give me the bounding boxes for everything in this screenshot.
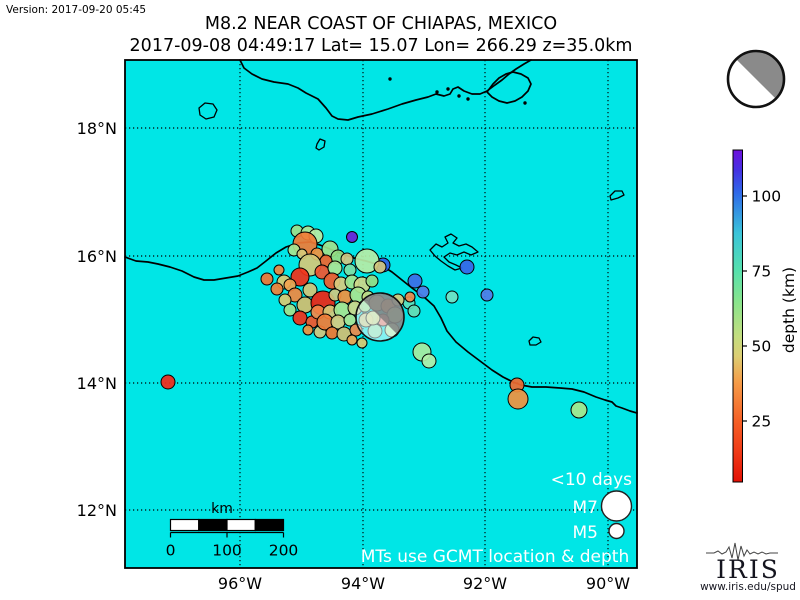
iris-logo-url: www.iris.edu/spud: [700, 581, 796, 593]
earthquake-marker: [273, 264, 285, 276]
islet-dot: [446, 87, 450, 91]
beachball-outline: [726, 49, 786, 109]
islet-dot: [466, 97, 470, 101]
islet-dot: [435, 90, 439, 94]
scalebar-unit-label: km: [211, 501, 233, 517]
earthquake-marker: [292, 310, 308, 326]
earthquake-marker: [302, 282, 318, 298]
earthquake-marker: [365, 274, 379, 288]
colorbar-tick-label: 25: [752, 413, 772, 431]
beachball-outline: [355, 292, 405, 342]
earthquake-marker: [507, 388, 529, 410]
earthquake-marker: [373, 260, 387, 274]
islet-dot: [457, 94, 461, 98]
legend-recent-label: <10 days: [551, 470, 633, 490]
earthquake-marker: [260, 272, 274, 286]
earthquake-marker: [459, 259, 475, 275]
lake-outline: [528, 336, 542, 346]
earthquake-marker: [356, 337, 368, 349]
earthquake-marker: [445, 290, 459, 304]
x-axis-tick-label: 90°W: [586, 574, 630, 593]
x-axis-tick-label: 92°W: [463, 574, 507, 593]
islet-dot: [523, 101, 527, 105]
distance-scalebar: km 0 100 200: [166, 501, 299, 560]
legend-m5-label: M5: [573, 523, 598, 543]
map-border: [124, 59, 638, 569]
legend-m5-circle: [608, 522, 625, 540]
earthquake-marker: [325, 326, 339, 340]
islet-dot: [388, 77, 392, 81]
earthquake-marker: [570, 401, 588, 419]
iris-logo: IRIS www.iris.edu/spud: [700, 542, 796, 593]
colorbar-tick-label: 50: [752, 338, 772, 356]
earthquake-marker: [404, 291, 416, 303]
legend-gcmt-note: MTs use GCMT location & depth: [361, 547, 630, 567]
scalebar-segment: [198, 518, 228, 532]
colorbar-tick-label: 75: [752, 263, 772, 281]
legend-m7-label: M7: [573, 498, 598, 518]
earthquake-marker: [346, 231, 358, 243]
colorbar-axis-label: depth (km): [780, 267, 798, 353]
earthquake-marker: [290, 267, 310, 287]
coastline: [124, 241, 638, 414]
scalebar-tick-label: 200: [269, 542, 299, 560]
colorbar-tick-label: 100: [752, 188, 782, 206]
earthquake-marker: [346, 334, 358, 346]
scalebar-segment: [254, 518, 285, 532]
earthquake-marker: [302, 324, 314, 336]
y-axis-tick-label: 16°N: [77, 247, 117, 266]
earthquake-marker: [283, 303, 297, 317]
iris-logo-text: IRIS: [716, 555, 780, 584]
earthquake-marker: [407, 304, 421, 318]
y-axis-tick-label: 12°N: [77, 501, 117, 520]
coastline: [486, 71, 532, 104]
scalebar-tick-label: 0: [166, 542, 176, 560]
y-axis-tick-label: 14°N: [77, 374, 117, 393]
map-legend: <10 days M7 M5 MTs use GCMT location & d…: [361, 470, 633, 567]
y-axis-tick-label: 18°N: [77, 119, 117, 138]
earthquake-marker: [407, 273, 423, 289]
coastline-layer: [124, 59, 638, 414]
earthquake-marker: [416, 285, 430, 299]
lake-outline: [609, 190, 625, 201]
map-title-line1: M8.2 NEAR COAST OF CHIAPAS, MEXICO: [205, 14, 557, 34]
earthquake-marker: [421, 353, 437, 369]
iris-seismogram-icon: [706, 542, 778, 561]
focal-mechanism-legend-icon: [726, 49, 786, 109]
scalebar-segment: [169, 518, 200, 532]
beachball-shaded-half: [363, 293, 404, 334]
version-label: Version: 2017-09-20 05:45: [6, 4, 146, 16]
map-title-line2: 2017-09-08 04:49:17 Lat= 15.07 Lon= 266.…: [130, 36, 633, 56]
lake-outline: [429, 233, 479, 271]
earthquake-marker: [343, 263, 357, 277]
colorbar-gradient: [732, 149, 743, 483]
depth-colorbar: depth (km) 25 50 75 100: [732, 149, 798, 483]
graticule-gridlines: [125, 60, 637, 568]
scalebar-tick-label: 100: [212, 542, 242, 560]
lake-outline: [198, 102, 218, 120]
beachball-shaded-half: [736, 51, 784, 99]
earthquake-marker: [480, 288, 494, 302]
earthquake-marker: [160, 374, 176, 390]
axis-tick-labels: 96°W 94°W 92°W 90°W 18°N 16°N 14°N 12°N: [77, 119, 631, 593]
earthquake-marker: [340, 252, 354, 266]
lake-outline: [315, 138, 326, 151]
mainshock-focal-mechanism: [355, 292, 405, 342]
earthquake-marker: [270, 282, 284, 296]
x-axis-tick-label: 96°W: [218, 574, 262, 593]
x-axis-tick-label: 94°W: [341, 574, 385, 593]
legend-m7-circle: [600, 490, 633, 522]
scalebar-segment: [226, 518, 256, 532]
